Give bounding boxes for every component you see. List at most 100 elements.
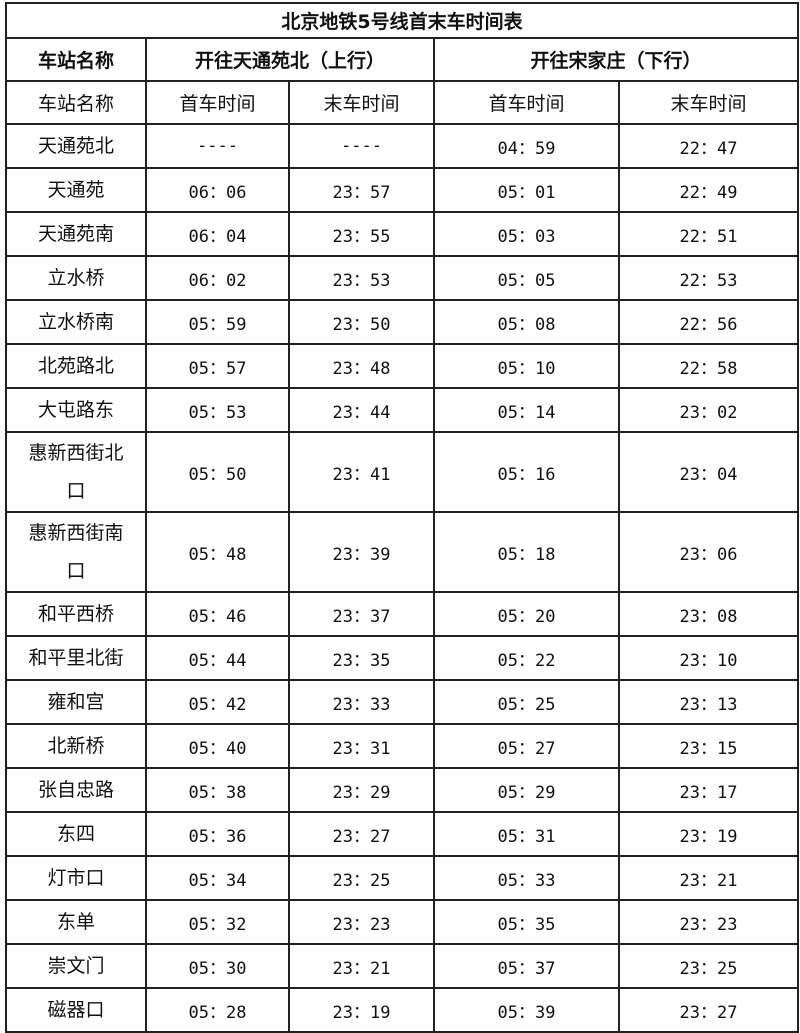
station-name: 北苑路北 <box>5 343 147 389</box>
north-last-train: 23：50 <box>288 299 435 345</box>
north-last-train: 23：29 <box>288 767 435 813</box>
south-last-train: 22：58 <box>617 343 800 389</box>
table-row: 大屯路东 05：53 23：44 05：14 23：02 <box>5 387 800 433</box>
header-station: 车站名称 <box>5 37 147 82</box>
south-first-train: 05：18 <box>433 511 620 593</box>
north-last-train: 23：53 <box>288 255 435 301</box>
subheader-south-last: 末车时间 <box>617 80 800 125</box>
station-name-text: 张自忠路 <box>37 779 114 801</box>
station-name: 立水桥 <box>5 255 147 301</box>
north-first-train: 05：32 <box>145 899 290 945</box>
station-name: 张自忠路 <box>5 767 147 813</box>
south-first-train: 05：16 <box>433 431 620 513</box>
north-first-train: 05：30 <box>145 943 290 989</box>
station-name: 天通苑 <box>5 167 147 213</box>
south-first-train: 05：31 <box>433 811 620 857</box>
north-first-train: 05：28 <box>145 987 290 1033</box>
north-last-train: ---- <box>288 123 435 169</box>
station-name-text: 磁器口 <box>47 999 105 1021</box>
north-first-train: 06：02 <box>145 255 290 301</box>
table-row: 天通苑 06：06 23：57 05：01 22：49 <box>5 167 800 213</box>
south-last-train: 22：51 <box>617 211 800 257</box>
station-name-text: 北苑路北 <box>37 355 114 377</box>
south-last-train: 23：04 <box>617 431 800 513</box>
table-row: 雍和宫 05：42 23：33 05：25 23：13 <box>5 679 800 725</box>
station-name-text: 大屯路东 <box>37 399 114 421</box>
station-name-text: 惠新西街北口 <box>28 442 124 502</box>
station-name: 和平西桥 <box>5 591 147 637</box>
south-last-train: 23：13 <box>617 679 800 725</box>
station-name: 东单 <box>5 899 147 945</box>
subheader-station: 车站名称 <box>5 80 147 125</box>
south-last-train: 23：25 <box>617 943 800 989</box>
south-last-train: 23：06 <box>617 511 800 593</box>
timetable: 北京地铁5号线首末车时间表 车站名称 开往天通苑北（上行） 开往宋家庄（下行） … <box>4 2 800 1033</box>
table-row: 天通苑北 ---- ---- 04：59 22：47 <box>5 123 800 169</box>
north-last-train: 23：27 <box>288 811 435 857</box>
station-name-text: 北新桥 <box>47 735 105 757</box>
table-row: 惠新西街北口 05：50 23：41 05：16 23：04 <box>5 431 800 513</box>
south-first-train: 05：01 <box>433 167 620 213</box>
north-last-train: 23：41 <box>288 431 435 513</box>
station-name-text: 灯市口 <box>47 867 105 889</box>
north-first-train: 05：38 <box>145 767 290 813</box>
station-name: 天通苑北 <box>5 123 147 169</box>
north-last-train: 23：31 <box>288 723 435 769</box>
station-name-text: 崇文门 <box>47 955 105 977</box>
south-last-train: 23：15 <box>617 723 800 769</box>
north-first-train: 06：06 <box>145 167 290 213</box>
station-name-text: 和平里北街 <box>28 647 124 669</box>
table-row: 天通苑南 06：04 23：55 05：03 22：51 <box>5 211 800 257</box>
table-row: 和平里北街 05：44 23：35 05：22 23：10 <box>5 635 800 681</box>
station-name: 立水桥南 <box>5 299 147 345</box>
south-first-train: 05：14 <box>433 387 620 433</box>
south-first-train: 05：27 <box>433 723 620 769</box>
station-name: 北新桥 <box>5 723 147 769</box>
station-name-text: 天通苑北 <box>37 135 114 157</box>
north-first-train: 05：34 <box>145 855 290 901</box>
table-title: 北京地铁5号线首末车时间表 <box>4 2 800 39</box>
south-first-train: 05：29 <box>433 767 620 813</box>
north-first-train: 05：50 <box>145 431 290 513</box>
north-last-train: 23：48 <box>288 343 435 389</box>
south-first-train: 05：20 <box>433 591 620 637</box>
north-first-train: 05：46 <box>145 591 290 637</box>
subheader-row: 车站名称 首车时间 末车时间 首车时间 末车时间 <box>5 80 800 125</box>
south-last-train: 23：23 <box>617 899 800 945</box>
table-row: 灯市口 05：34 23：25 05：33 23：21 <box>5 855 800 901</box>
station-name-text: 雍和宫 <box>47 691 105 713</box>
south-first-train: 05：39 <box>433 987 620 1033</box>
south-last-train: 23：08 <box>617 591 800 637</box>
table-row: 立水桥 06：02 23：53 05：05 22：53 <box>5 255 800 301</box>
north-last-train: 23：44 <box>288 387 435 433</box>
station-name-text: 立水桥 <box>47 267 105 289</box>
south-first-train: 05：35 <box>433 899 620 945</box>
header-southbound: 开往宋家庄（下行） <box>432 37 800 82</box>
south-last-train: 23：27 <box>617 987 800 1033</box>
north-first-train: 05：59 <box>145 299 290 345</box>
subheader-south-first: 首车时间 <box>433 80 620 125</box>
north-first-train: 05：53 <box>145 387 290 433</box>
north-first-train: ---- <box>145 123 290 169</box>
north-first-train: 05：57 <box>145 343 290 389</box>
north-last-train: 23：23 <box>288 899 435 945</box>
north-last-train: 23：39 <box>288 511 435 593</box>
station-name: 惠新西街南口 <box>5 511 147 593</box>
north-first-train: 05：44 <box>145 635 290 681</box>
north-first-train: 05：42 <box>145 679 290 725</box>
north-last-train: 23：33 <box>288 679 435 725</box>
table-row: 惠新西街南口 05：48 23：39 05：18 23：06 <box>5 511 800 593</box>
south-first-train: 05：37 <box>433 943 620 989</box>
header-row: 车站名称 开往天通苑北（上行） 开往宋家庄（下行） <box>5 37 800 82</box>
table-row: 张自忠路 05：38 23：29 05：29 23：17 <box>5 767 800 813</box>
south-last-train: 23：17 <box>617 767 800 813</box>
station-name: 大屯路东 <box>5 387 147 433</box>
north-first-train: 05：40 <box>145 723 290 769</box>
south-first-train: 05：10 <box>433 343 620 389</box>
north-first-train: 05：48 <box>145 511 290 593</box>
station-name: 雍和宫 <box>5 679 147 725</box>
north-last-train: 23：37 <box>288 591 435 637</box>
south-last-train: 22：47 <box>617 123 800 169</box>
station-name-text: 立水桥南 <box>37 311 114 333</box>
south-last-train: 23：19 <box>617 811 800 857</box>
